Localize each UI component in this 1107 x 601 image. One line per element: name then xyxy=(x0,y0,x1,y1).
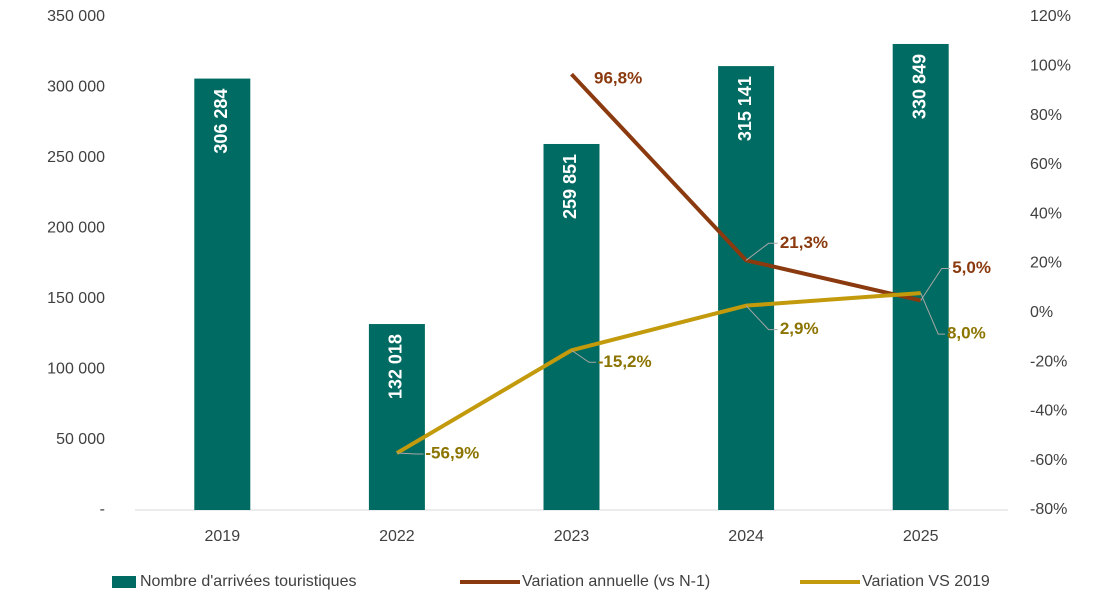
bar-value-label: 132 018 xyxy=(386,334,406,399)
y2-tick-label: -80% xyxy=(1030,501,1067,518)
line-value-label: 96,8% xyxy=(594,69,642,88)
y-tick-label: 100 000 xyxy=(47,360,105,377)
leader-line xyxy=(920,267,951,301)
leader-line xyxy=(745,305,778,331)
y2-tick-label: 0% xyxy=(1030,304,1053,321)
bar-value-label: 315 141 xyxy=(735,76,755,141)
x-tick-label: 2024 xyxy=(728,528,764,545)
y2-tick-label: -60% xyxy=(1030,452,1067,469)
y-tick-label: 150 000 xyxy=(47,290,105,307)
bar-value-label: 306 284 xyxy=(211,89,231,154)
line xyxy=(395,291,921,455)
line-value-label: 2,9% xyxy=(780,319,819,338)
y2-tick-label: -40% xyxy=(1030,403,1067,420)
x-tick-label: 2025 xyxy=(903,528,939,545)
y2-tick-label: 20% xyxy=(1030,255,1062,272)
bar-value-label: 259 851 xyxy=(560,154,580,219)
x-tick-label: 2023 xyxy=(554,528,590,545)
y-tick-label: 350 000 xyxy=(47,8,105,25)
line xyxy=(570,72,922,303)
leader-line xyxy=(396,452,424,455)
bar xyxy=(718,66,775,511)
y-tick-label: 50 000 xyxy=(56,431,105,448)
y2-tick-label: 120% xyxy=(1030,8,1071,25)
x-tick-label: 2019 xyxy=(205,528,241,545)
line-value-label: 21,3% xyxy=(780,233,828,252)
legend-label: Variation VS 2019 xyxy=(862,573,990,590)
x-tick-label: 2022 xyxy=(379,528,415,545)
line-value-label: -56,9% xyxy=(425,444,479,463)
y2-tick-label: 100% xyxy=(1030,58,1071,75)
bar xyxy=(543,143,600,510)
y-tick-label: 300 000 xyxy=(47,79,105,96)
line-value-label: 8,0% xyxy=(947,324,986,343)
bar xyxy=(892,43,949,510)
y2-tick-label: 80% xyxy=(1030,107,1062,124)
bar-value-label: 330 849 xyxy=(909,54,929,119)
y2-tick-label: -20% xyxy=(1030,353,1067,370)
leader-line xyxy=(920,292,946,335)
bar xyxy=(368,324,425,510)
leader-line xyxy=(571,349,596,363)
legend-label: Nombre d'arrivées touristiques xyxy=(140,573,356,590)
bar xyxy=(194,78,251,510)
y-tick-label: - xyxy=(100,501,105,518)
y-tick-label: 200 000 xyxy=(47,220,105,237)
y2-tick-label: 60% xyxy=(1030,156,1062,173)
legend-swatch xyxy=(112,576,136,588)
line-value-label: -15,2% xyxy=(598,352,652,371)
y2-tick-label: 40% xyxy=(1030,205,1062,222)
y-tick-label: 250 000 xyxy=(47,149,105,166)
line-value-label: 5,0% xyxy=(952,258,991,277)
leader-line xyxy=(745,242,778,261)
legend-label: Variation annuelle (vs N-1) xyxy=(522,573,710,590)
